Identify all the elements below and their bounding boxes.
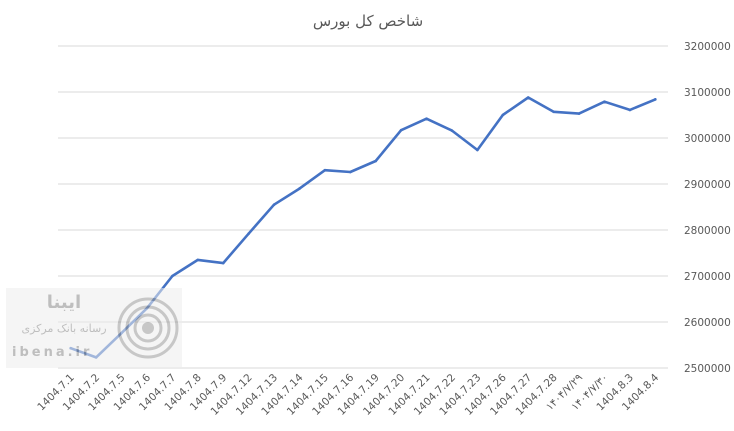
watermark-site: ibena.ir	[12, 345, 92, 360]
data-point	[298, 187, 301, 190]
data-point	[348, 170, 352, 174]
data-point	[450, 129, 454, 132]
data-point	[603, 100, 606, 103]
y-axis-tick-labels: 2500000 2600000 2700000 2800000 2900000 30000…	[684, 41, 731, 375]
y-tick-label: 3200000	[684, 41, 731, 53]
broadcast-icon	[117, 297, 179, 359]
data-point	[221, 261, 225, 265]
data-point	[171, 274, 174, 278]
x-axis-tick-labels: 1404.7.11404.7.21404.7.51404.7.61404.7.7…	[35, 371, 661, 418]
y-tick-label: 2900000	[684, 179, 731, 191]
data-point	[552, 110, 555, 114]
data-point	[247, 232, 250, 235]
series-line	[69, 96, 657, 359]
y-tick-label: 2600000	[684, 317, 731, 329]
data-point	[399, 128, 403, 132]
watermark-logo: ایبنا رسانه بانک مرکزی ibena.ir	[6, 288, 182, 368]
data-point	[577, 112, 581, 115]
data-point	[425, 117, 428, 120]
gridlines	[58, 45, 668, 369]
watermark-brand: ایبنا	[47, 292, 81, 313]
data-point	[374, 159, 378, 163]
y-tick-label: 2700000	[684, 271, 731, 283]
data-point	[323, 168, 327, 172]
y-tick-label: 3100000	[684, 87, 731, 99]
data-point	[196, 258, 200, 262]
data-point	[653, 98, 657, 101]
y-tick-label: 2500000	[684, 363, 731, 375]
data-point	[272, 203, 276, 206]
data-point	[526, 96, 530, 99]
chart-title: شاخص کل بورس	[313, 12, 423, 30]
watermark-subtitle: رسانه بانک مرکزی	[21, 322, 106, 335]
data-point	[476, 148, 479, 152]
watermark-graphic: ایبنا رسانه بانک مرکزی ibena.ir	[6, 288, 182, 368]
y-tick-label: 2800000	[684, 225, 731, 237]
data-point	[628, 108, 632, 112]
data-point	[501, 113, 505, 117]
y-tick-label: 3000000	[684, 133, 731, 145]
